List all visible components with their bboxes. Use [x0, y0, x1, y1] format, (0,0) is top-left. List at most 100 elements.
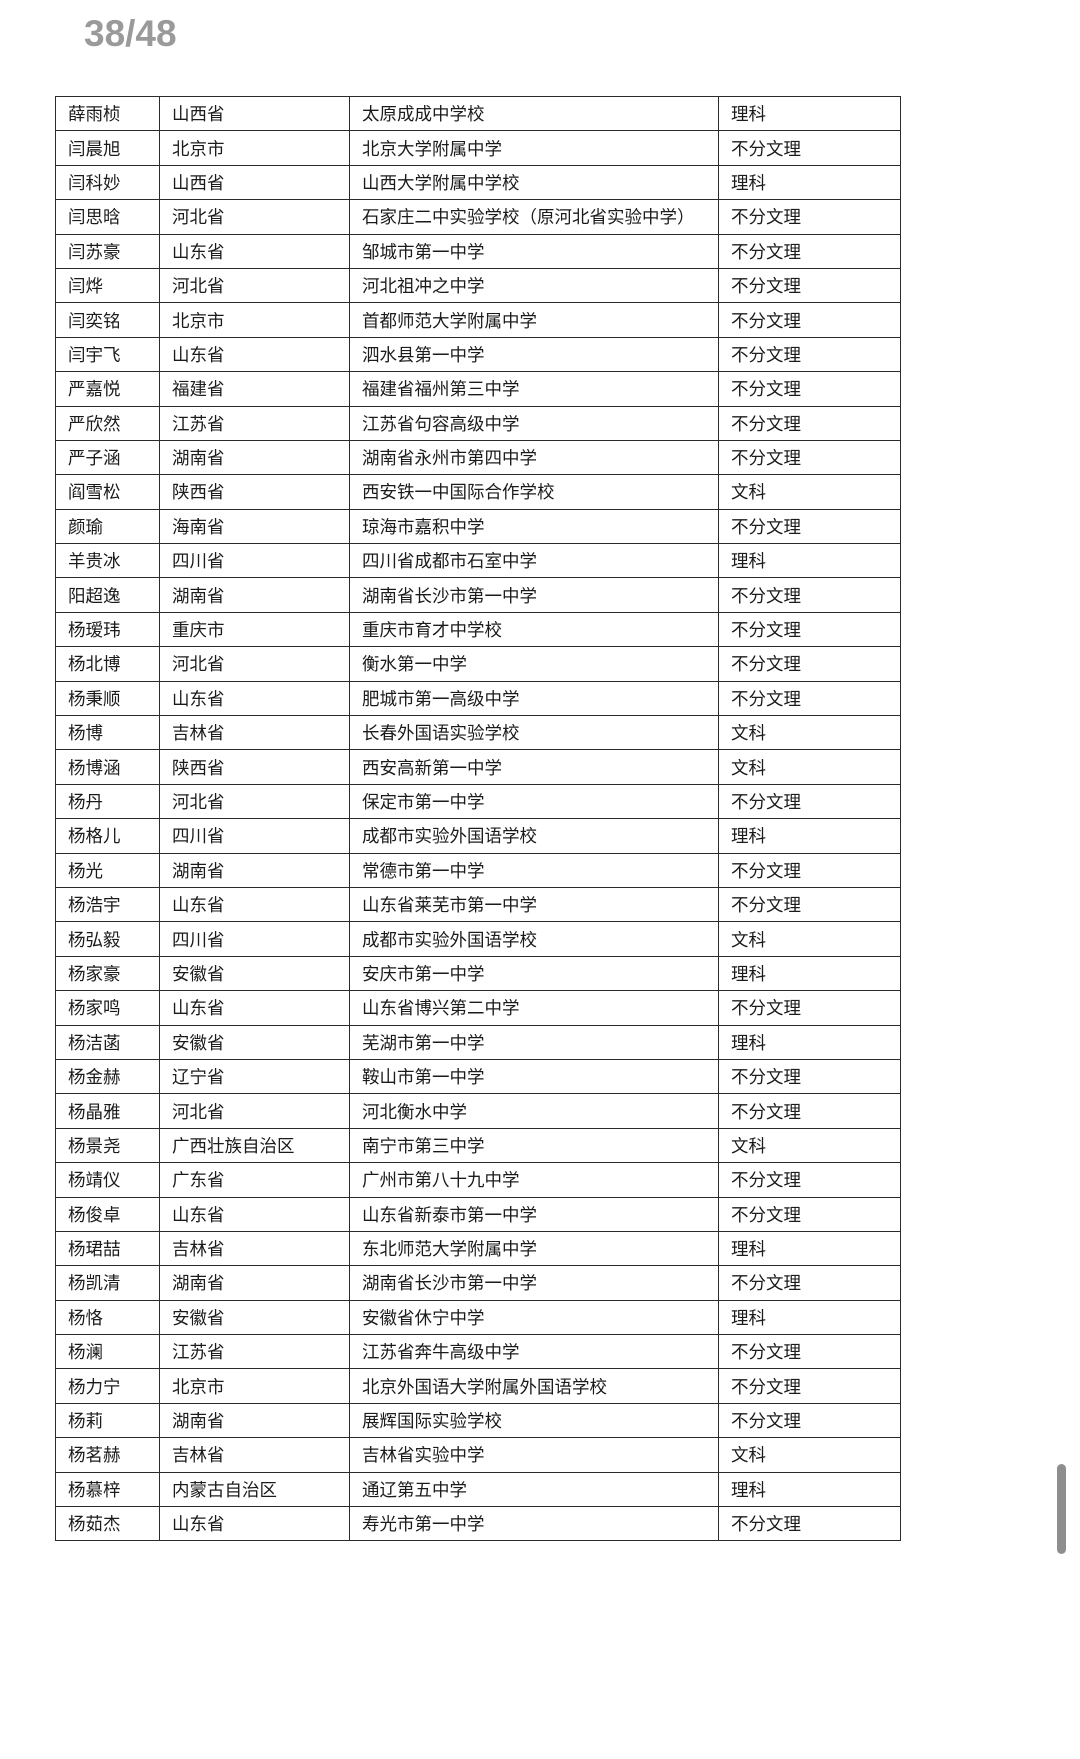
table-row: 杨慕梓 内蒙古自治区 通辽第五中学 理科: [55, 1471, 901, 1508]
page-indicator: 38/48: [84, 13, 177, 54]
cell-track: 不分文理: [718, 1506, 901, 1542]
cell-track: 不分文理: [718, 130, 901, 166]
cell-school: 首都师范大学附属中学: [349, 302, 719, 338]
cell-province: 河北省: [159, 783, 350, 820]
cell-province: 广东省: [159, 1162, 350, 1198]
cell-track: 不分文理: [718, 886, 901, 923]
table-row: 杨弘毅 四川省 成都市实验外国语学校 文科: [55, 921, 901, 957]
cell-track: 理科: [718, 1299, 901, 1336]
cell-name: 杨博涵: [55, 749, 160, 785]
vertical-scrollbar-thumb[interactable]: [1057, 1464, 1066, 1554]
cell-school: 展辉国际实验学校: [349, 1402, 719, 1439]
table-row: 杨恪 安徽省 安徽省休宁中学 理科: [55, 1299, 901, 1336]
cell-province: 海南省: [159, 508, 350, 545]
cell-school: 邹城市第一中学: [349, 233, 719, 269]
cell-school: 成都市实验外国语学校: [349, 818, 719, 854]
cell-province: 陕西省: [159, 749, 350, 785]
table-row: 闫宇飞 山东省 泗水县第一中学 不分文理: [55, 336, 901, 373]
cell-province: 北京市: [159, 302, 350, 338]
cell-track: 不分文理: [718, 1196, 901, 1232]
cell-name: 杨莉: [55, 1402, 160, 1439]
cell-track: 不分文理: [718, 577, 901, 613]
cell-school: 成都市实验外国语学校: [349, 921, 719, 957]
table-row: 杨光 湖南省 常德市第一中学 不分文理: [55, 852, 901, 888]
cell-name: 杨珺喆: [55, 1230, 160, 1267]
cell-school: 重庆市育才中学校: [349, 611, 719, 648]
cell-name: 杨丹: [55, 783, 160, 820]
cell-track: 不分文理: [718, 267, 901, 304]
cell-province: 河北省: [159, 1093, 350, 1129]
cell-track: 理科: [718, 818, 901, 854]
cell-school: 河北衡水中学: [349, 1093, 719, 1129]
cell-school: 东北师范大学附属中学: [349, 1230, 719, 1267]
cell-province: 内蒙古自治区: [159, 1471, 350, 1508]
cell-track: 不分文理: [718, 783, 901, 820]
cell-province: 安徽省: [159, 955, 350, 992]
table-row: 杨靖仪 广东省 广州市第八十九中学 不分文理: [55, 1162, 901, 1198]
table-row: 杨洁菡 安徽省 芜湖市第一中学 理科: [55, 1024, 901, 1060]
cell-province: 安徽省: [159, 1299, 350, 1336]
cell-province: 四川省: [159, 818, 350, 854]
cell-province: 吉林省: [159, 1230, 350, 1267]
cell-school: 山东省新泰市第一中学: [349, 1196, 719, 1232]
cell-track: 不分文理: [718, 1058, 901, 1095]
table-row: 闫奕铭 北京市 首都师范大学附属中学 不分文理: [55, 302, 901, 338]
cell-track: 理科: [718, 1024, 901, 1060]
cell-track: 不分文理: [718, 1402, 901, 1439]
cell-name: 闫烨: [55, 267, 160, 304]
cell-school: 湖南省长沙市第一中学: [349, 577, 719, 613]
cell-school: 吉林省实验中学: [349, 1437, 719, 1473]
table-row: 严欣然 江苏省 江苏省句容高级中学 不分文理: [55, 405, 901, 441]
cell-school: 西安高新第一中学: [349, 749, 719, 785]
table-row: 杨浩宇 山东省 山东省莱芜市第一中学 不分文理: [55, 886, 901, 923]
cell-school: 南宁市第三中学: [349, 1127, 719, 1164]
cell-track: 不分文理: [718, 371, 901, 407]
cell-track: 不分文理: [718, 508, 901, 545]
cell-track: 不分文理: [718, 405, 901, 441]
cell-province: 江苏省: [159, 405, 350, 441]
cell-track: 文科: [718, 715, 901, 751]
table-row: 杨力宁 北京市 北京外国语大学附属外国语学校 不分文理: [55, 1368, 901, 1404]
cell-school: 河北祖冲之中学: [349, 267, 719, 304]
cell-province: 江苏省: [159, 1334, 350, 1370]
cell-province: 四川省: [159, 543, 350, 579]
cell-province: 四川省: [159, 921, 350, 957]
cell-name: 阎雪松: [55, 474, 160, 510]
cell-province: 广西壮族自治区: [159, 1127, 350, 1164]
table-row: 杨秉顺 山东省 肥城市第一高级中学 不分文理: [55, 680, 901, 717]
cell-name: 杨弘毅: [55, 921, 160, 957]
cell-name: 闫奕铭: [55, 302, 160, 338]
cell-name: 杨家鸣: [55, 990, 160, 1026]
cell-track: 不分文理: [718, 233, 901, 269]
cell-province: 湖南省: [159, 1402, 350, 1439]
cell-name: 闫科妙: [55, 164, 160, 201]
cell-name: 杨晶雅: [55, 1093, 160, 1129]
cell-school: 北京外国语大学附属外国语学校: [349, 1368, 719, 1404]
cell-track: 不分文理: [718, 1368, 901, 1404]
cell-school: 湖南省永州市第四中学: [349, 439, 719, 476]
cell-school: 山西大学附属中学校: [349, 164, 719, 201]
roster-table: 薛雨桢 山西省 太原成成中学校 理科 闫晨旭 北京市 北京大学附属中学 不分文理 闫科妙 山西省山…: [55, 95, 901, 1542]
table-row: 杨莉 湖南省 展辉国际实验学校 不分文理: [55, 1402, 901, 1439]
cell-track: 文科: [718, 1437, 901, 1473]
cell-name: 杨茗赫: [55, 1437, 160, 1473]
cell-province: 辽宁省: [159, 1058, 350, 1095]
cell-school: 江苏省奔牛高级中学: [349, 1334, 719, 1370]
cell-track: 不分文理: [718, 1093, 901, 1129]
cell-name: 颜瑜: [55, 508, 160, 545]
table-row: 杨格儿 四川省 成都市实验外国语学校 理科: [55, 818, 901, 854]
table-row: 杨金赫 辽宁省 鞍山市第一中学 不分文理: [55, 1058, 901, 1095]
cell-track: 文科: [718, 921, 901, 957]
cell-school: 保定市第一中学: [349, 783, 719, 820]
cell-province: 吉林省: [159, 1437, 350, 1473]
cell-school: 肥城市第一高级中学: [349, 680, 719, 717]
table-row: 杨家鸣 山东省 山东省博兴第二中学 不分文理: [55, 990, 901, 1026]
cell-track: 理科: [718, 955, 901, 992]
cell-name: 杨洁菡: [55, 1024, 160, 1060]
table-row: 杨博 吉林省 长春外国语实验学校 文科: [55, 715, 901, 751]
cell-name: 杨景尧: [55, 1127, 160, 1164]
cell-name: 严子涵: [55, 439, 160, 476]
table-row: 严子涵 湖南省 湖南省永州市第四中学 不分文理: [55, 439, 901, 476]
cell-name: 杨茹杰: [55, 1506, 160, 1542]
